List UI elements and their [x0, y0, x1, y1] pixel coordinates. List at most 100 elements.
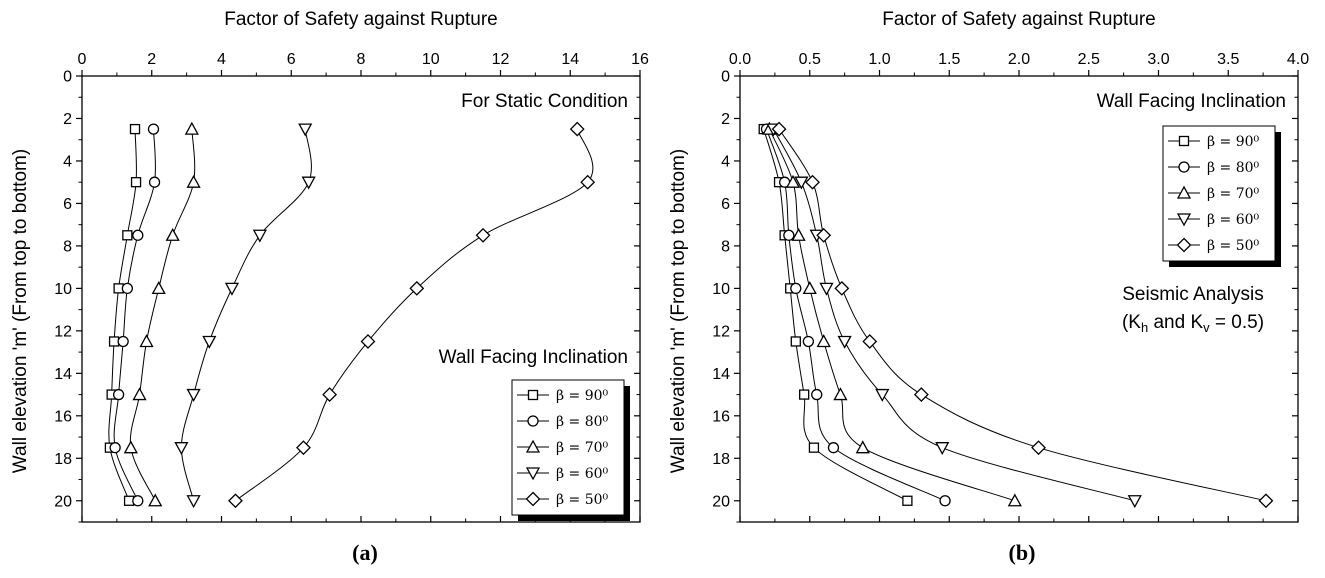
legend-label: β = 80⁰	[1207, 160, 1260, 176]
data-point	[819, 282, 834, 296]
data-point	[1258, 493, 1274, 509]
x-tick-label: 0	[78, 51, 87, 68]
data-point	[569, 121, 585, 137]
series-line	[180, 129, 312, 501]
data-point	[939, 495, 951, 507]
legend-label: β = 50⁰	[556, 492, 609, 508]
y-tick-label: 10	[712, 281, 730, 298]
annotation-part: (K	[1122, 312, 1141, 333]
annotation-part: = 0.5)	[1210, 312, 1264, 333]
data-point	[409, 280, 425, 296]
series-line	[768, 128, 1015, 502]
data-point	[791, 227, 806, 241]
data-point	[805, 174, 820, 190]
data-point	[123, 440, 138, 454]
data-point	[816, 334, 831, 348]
data-point	[148, 493, 163, 507]
legend-marker	[525, 491, 541, 507]
x-tick-label: 16	[631, 51, 649, 68]
x-tick-label: 2.0	[1008, 51, 1030, 68]
data-point	[296, 440, 311, 456]
y-tick-label: 2	[721, 111, 730, 128]
data-point	[109, 442, 121, 454]
x-tick-label: 1.5	[938, 51, 960, 68]
data-point	[875, 388, 890, 402]
y-tick-label: 0	[63, 69, 72, 86]
data-point	[301, 176, 316, 190]
series-4	[771, 121, 1274, 509]
series-2	[123, 121, 201, 507]
data-point	[129, 123, 141, 135]
panel-label: (b)	[1009, 540, 1036, 565]
data-point	[783, 229, 795, 241]
x-tick-label: 4.0	[1287, 51, 1309, 68]
x-tick-label: 10	[422, 51, 440, 68]
data-point	[834, 280, 850, 296]
legend-label: β = 60⁰	[1207, 212, 1260, 228]
data-point	[785, 174, 801, 188]
legend-marker	[1176, 237, 1192, 253]
data-point	[252, 229, 267, 243]
chart-panel-0: 0 2 4 6 8 10 12 14 16 0 2 4 6 8 10 12 14 16 18 20 Factor of …	[10, 9, 649, 565]
data-point	[184, 121, 199, 135]
legend-marker	[525, 439, 541, 453]
data-point	[148, 176, 161, 188]
y-tick-label: 6	[721, 196, 730, 213]
y-tick-label: 4	[721, 153, 730, 170]
data-point	[475, 227, 491, 243]
x-tick-label: 2	[147, 51, 156, 68]
data-point	[121, 282, 133, 295]
data-point	[902, 495, 913, 506]
series-3	[174, 123, 316, 509]
data-point	[174, 442, 189, 456]
x-tick-label: 3.0	[1147, 51, 1169, 68]
annotation-part: and K	[1148, 312, 1203, 333]
series-3	[766, 123, 1142, 509]
legend-label: β = 90⁰	[556, 388, 609, 404]
data-point	[186, 495, 201, 509]
data-point	[165, 227, 180, 241]
x-tick-label: 6	[287, 51, 296, 68]
y-tick-label: 18	[54, 451, 72, 468]
data-point	[202, 335, 217, 349]
y-tick-label: 14	[54, 366, 72, 383]
x-tick-label: 0.0	[729, 51, 751, 68]
data-point	[1127, 495, 1142, 509]
y-tick-label: 20	[712, 493, 730, 510]
data-point	[108, 336, 120, 347]
data-point	[112, 388, 125, 401]
data-point	[132, 387, 147, 401]
data-point	[833, 387, 848, 401]
data-point	[147, 123, 160, 135]
panel-label: (a)	[352, 540, 378, 565]
legend-marker	[527, 415, 539, 427]
legend-label: β = 80⁰	[556, 414, 609, 430]
chart-panel-1: 0.0 0.5 1.0 1.5 2.0 2.5 3.0 3.5 4.0 0 2 4 6 8 10 12 14 16…	[668, 9, 1309, 565]
x-tick-label: 8	[357, 51, 366, 68]
data-point	[228, 493, 243, 509]
data-point	[186, 388, 201, 402]
x-tick-label: 2.5	[1078, 51, 1100, 68]
x-tick-label: 12	[492, 51, 510, 68]
data-point	[802, 281, 817, 295]
annotation-part: h	[1141, 320, 1148, 335]
data-point	[132, 495, 144, 507]
data-point	[117, 335, 129, 348]
annotation-part: v	[1203, 320, 1210, 335]
data-point	[580, 174, 596, 190]
data-point	[913, 387, 929, 402]
legend-label: β = 70⁰	[556, 440, 609, 456]
legend: β = 90⁰ β = 80⁰ β = 70⁰ β = 60⁰ β = 50⁰	[511, 379, 630, 521]
y-tick-label: 14	[712, 366, 730, 383]
legend-label: β = 50⁰	[1207, 238, 1260, 254]
series-1	[109, 123, 161, 507]
y-tick-label: 12	[712, 323, 730, 340]
y-tick-label: 12	[54, 323, 72, 340]
legend-marker	[1178, 161, 1190, 173]
data-point	[790, 282, 802, 295]
data-point	[151, 281, 166, 295]
data-point	[130, 177, 142, 188]
legend-marker	[1176, 213, 1192, 227]
data-point	[771, 121, 787, 137]
